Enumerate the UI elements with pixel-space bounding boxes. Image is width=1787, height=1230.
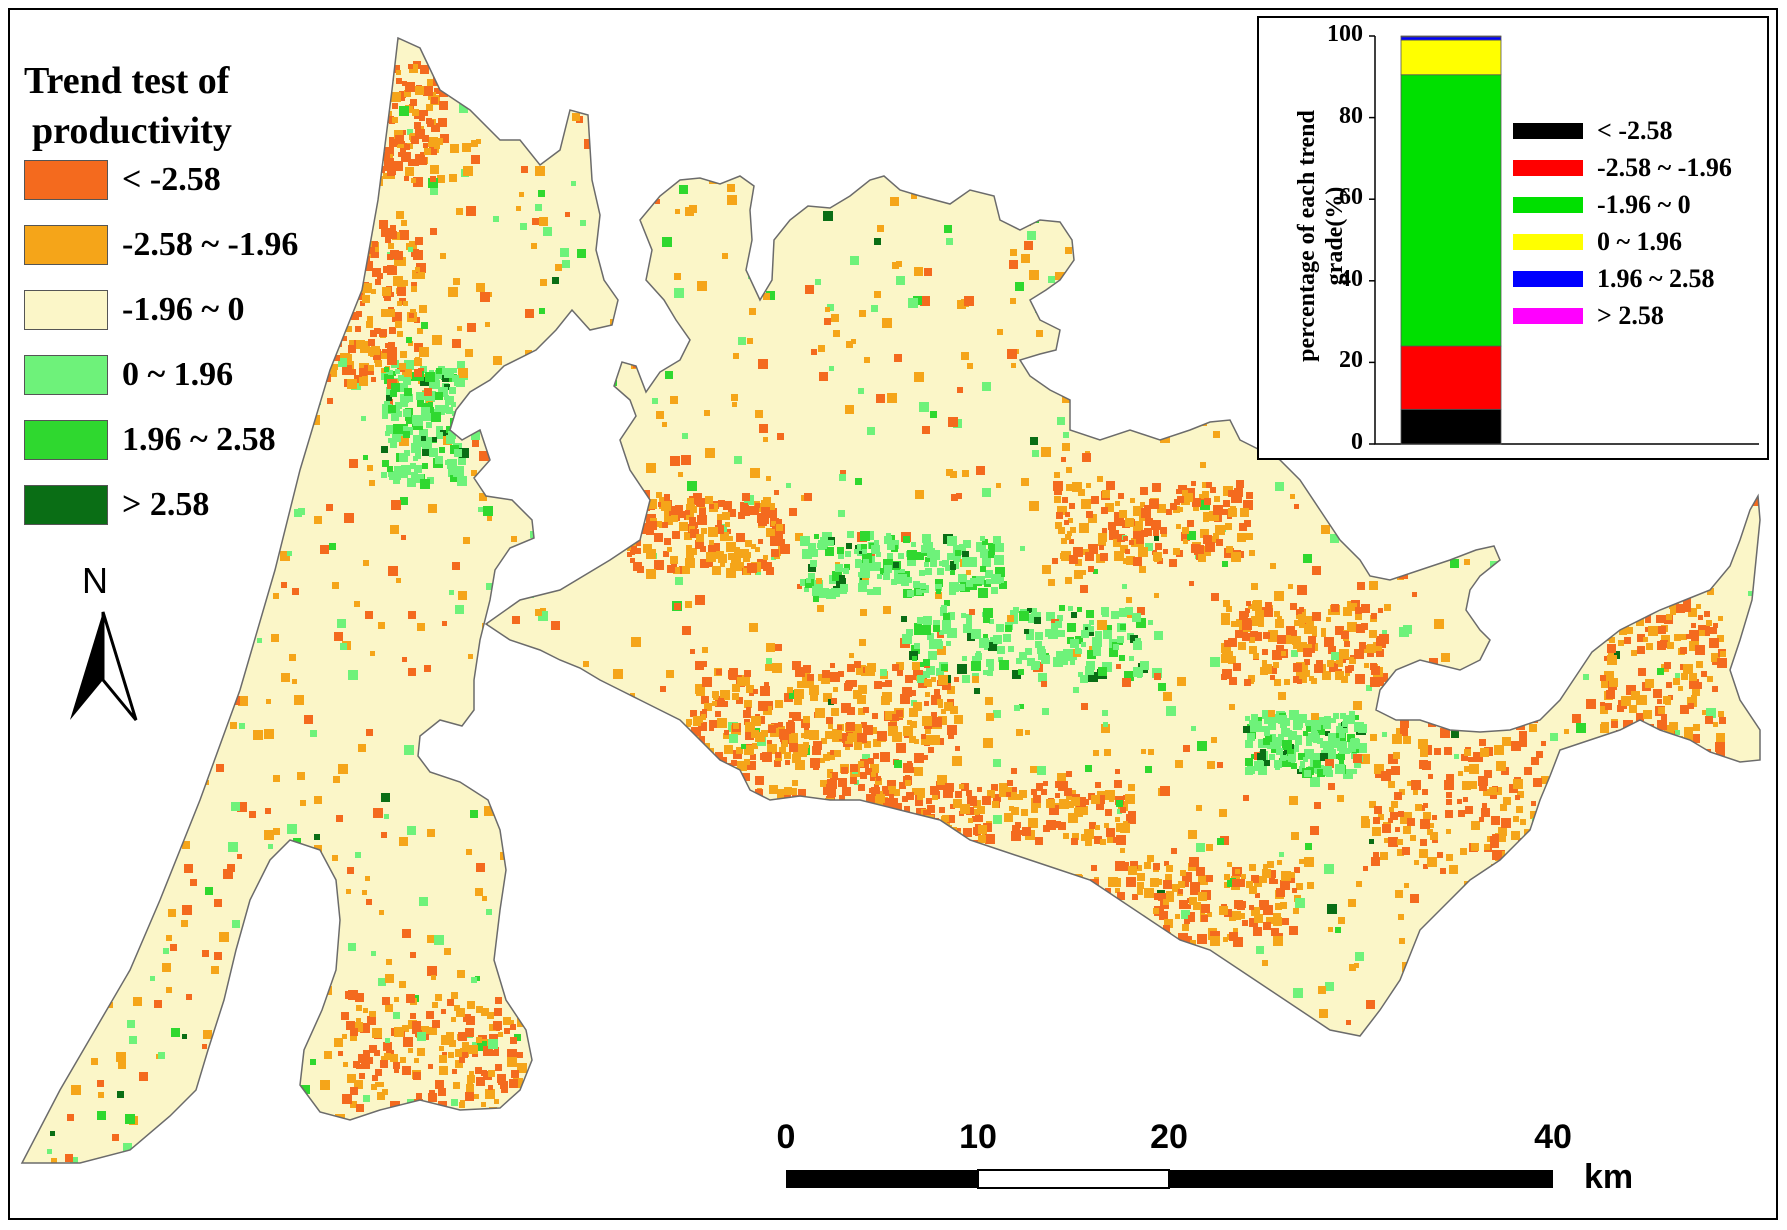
legend-swatch: [24, 420, 108, 460]
inset-legend-swatch: [1513, 234, 1583, 250]
legend-title-line1: Trend test of: [24, 60, 230, 102]
legend-item: > 2.58: [24, 483, 209, 527]
legend-item: 1.96 ~ 2.58: [24, 418, 276, 462]
inset-legend-label: -1.96 ~ 0: [1597, 190, 1691, 219]
scale-segment-3: [1169, 1170, 1553, 1188]
legend-label: 0 ~ 1.96: [122, 356, 234, 393]
legend-item: 0 ~ 1.96: [24, 353, 233, 397]
inset-legend-label: > 2.58: [1597, 301, 1664, 330]
bar-segment: [1400, 74, 1502, 347]
legend-item: -1.96 ~ 0: [24, 288, 245, 332]
inset-tick-label: 40: [1339, 265, 1363, 292]
bar-segment: [1400, 36, 1502, 41]
bar-segment: [1400, 39, 1502, 76]
scale-tick-0: 0: [776, 1118, 796, 1156]
inset-legend-label: 0 ~ 1.96: [1597, 227, 1683, 256]
inset-legend-item: 1.96 ~ 2.58: [1513, 264, 1715, 294]
inset-tick-label: 60: [1339, 184, 1363, 211]
bar-segment: [1400, 345, 1502, 410]
inset-tick-label: 0: [1351, 429, 1363, 455]
legend-label: 1.96 ~ 2.58: [122, 421, 276, 458]
inset-legend-item: < -2.58: [1513, 116, 1672, 146]
legend-label: -1.96 ~ 0: [122, 291, 245, 328]
legend-item: -2.58 ~ -1.96: [24, 223, 298, 267]
inset-chart: percentage of each trend grade(%) 0 20 40 6…: [1257, 16, 1769, 460]
legend-swatch: [24, 355, 108, 395]
inset-tick-label: 80: [1339, 102, 1363, 129]
inset-legend-swatch: [1513, 197, 1583, 213]
north-arrow-icon: [70, 611, 138, 721]
inset-legend-swatch: [1513, 271, 1583, 287]
scale-segment-1: [786, 1170, 978, 1188]
land-area: [22, 38, 1760, 1163]
scale-tick-40: 40: [1534, 1118, 1572, 1156]
figure-frame: [8, 8, 1778, 1220]
scale-bar: [786, 1169, 1553, 1189]
inset-legend-swatch: [1513, 160, 1583, 176]
scale-tick-10: 10: [959, 1118, 997, 1156]
legend-swatch: [24, 225, 108, 265]
legend-swatch: [24, 290, 108, 330]
inset-legend-item: -1.96 ~ 0: [1513, 190, 1691, 220]
inset-legend-swatch: [1513, 308, 1583, 324]
bar-segment: [1400, 35, 1502, 38]
inset-legend-item: 0 ~ 1.96: [1513, 227, 1682, 257]
inset-chart-svg: [1369, 35, 1759, 445]
inset-legend-item: -2.58 ~ -1.96: [1513, 153, 1732, 183]
inset-tick-label: 20: [1339, 347, 1363, 374]
legend-title-line2: productivity: [32, 110, 232, 152]
inset-legend-label: -2.58 ~ -1.96: [1597, 153, 1732, 182]
land-outline: [20, 36, 1761, 1164]
legend-item: < -2.58: [24, 158, 221, 202]
inset-legend-label: < -2.58: [1597, 116, 1673, 145]
inset-tick-label: 100: [1327, 21, 1363, 47]
legend-swatch: [24, 485, 108, 525]
bar-segment: [1400, 408, 1502, 445]
legend-label: -2.58 ~ -1.96: [122, 226, 299, 263]
inset-legend-label: 1.96 ~ 2.58: [1597, 264, 1715, 293]
scale-unit: km: [1584, 1158, 1634, 1196]
north-label: N: [82, 560, 108, 601]
legend-swatch: [24, 160, 108, 200]
inset-legend-item: > 2.58: [1513, 301, 1664, 331]
legend-title: Trend test of productivity: [24, 56, 232, 156]
legend-label: > 2.58: [122, 486, 210, 523]
scale-tick-20: 20: [1150, 1118, 1188, 1156]
inset-legend-swatch: [1513, 123, 1583, 139]
scale-segment-2: [977, 1169, 1170, 1189]
legend-label: < -2.58: [122, 161, 221, 198]
